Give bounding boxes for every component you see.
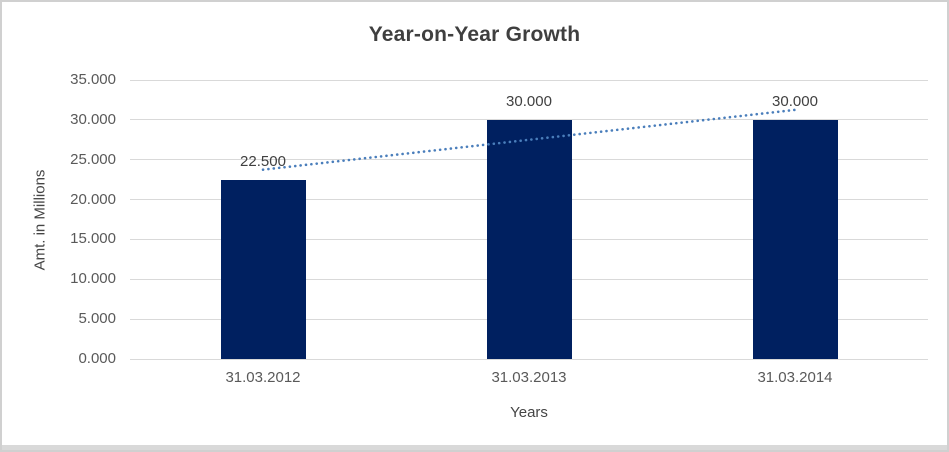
y-tick-label: 35.000 <box>70 71 116 88</box>
bar <box>486 119 572 359</box>
x-tick-label: 31.03.2012 <box>225 369 301 386</box>
y-tick-label: 20.000 <box>70 190 116 208</box>
bar <box>220 179 306 359</box>
x-tick-label: 31.03.2014 <box>757 369 833 386</box>
x-axis-title: Years <box>510 404 548 421</box>
bottom-border-strip <box>2 445 947 450</box>
bar <box>752 119 838 359</box>
y-axis-title: Amt. in Millions <box>31 169 49 270</box>
bar-data-label: 30.000 <box>772 92 818 110</box>
chart-title: Year-on-Year Growth <box>368 23 581 46</box>
bar-data-label: 30.000 <box>506 92 552 110</box>
x-tick-label: 31.03.2013 <box>491 369 567 386</box>
bar-data-label: 22.500 <box>240 152 286 170</box>
y-tick-label: 25.000 <box>70 150 116 168</box>
gridline <box>130 79 928 81</box>
y-tick-label: 30.000 <box>70 110 116 128</box>
y-tick-label: 0.000 <box>78 350 116 367</box>
y-tick-label: 5.000 <box>78 310 116 328</box>
gridline <box>130 358 928 360</box>
y-tick-label: 10.000 <box>70 270 116 288</box>
y-tick-label: 15.000 <box>70 230 116 248</box>
